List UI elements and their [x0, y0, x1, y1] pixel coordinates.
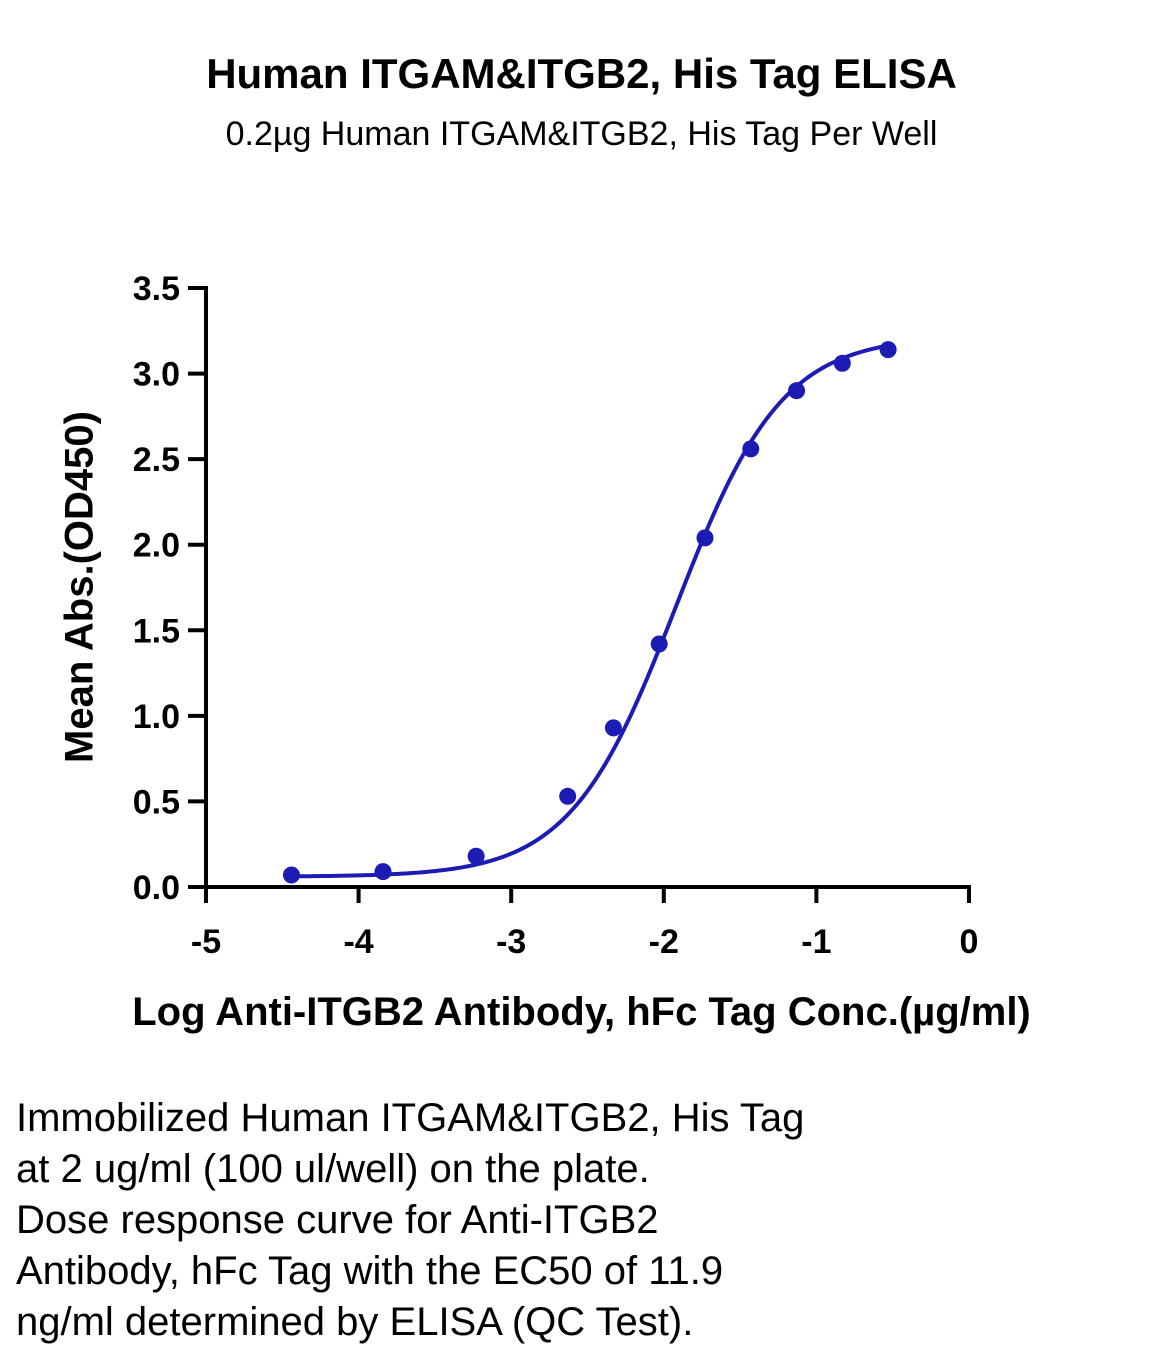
data-point: [788, 382, 806, 400]
caption-line: ng/ml determined by ELISA (QC Test).: [16, 1300, 694, 1344]
y-tick-label: 1.5: [133, 612, 180, 650]
chart-title: Human ITGAM&ITGB2, His Tag ELISA: [206, 50, 957, 97]
data-point: [467, 847, 485, 865]
data-point: [742, 440, 760, 458]
caption-line: at 2 ug/ml (100 ul/well) on the plate.: [16, 1147, 650, 1191]
caption-line: Antibody, hFc Tag with the EC50 of 11.9: [16, 1249, 724, 1293]
y-tick-label: 2.0: [133, 527, 180, 565]
caption-line: Immobilized Human ITGAM&ITGB2, His Tag: [16, 1096, 805, 1140]
data-point: [650, 635, 668, 653]
x-tick-label: -2: [649, 923, 679, 961]
x-tick-label: -5: [191, 923, 221, 961]
caption: Immobilized Human ITGAM&ITGB2, His Tag a…: [16, 1093, 1136, 1348]
x-tick-label: -1: [801, 923, 831, 961]
y-tick-label: 0.0: [133, 869, 180, 907]
x-axis-label: Log Anti-ITGB2 Antibody, hFc Tag Conc.(µ…: [132, 990, 1031, 1034]
data-point: [374, 863, 392, 881]
caption-line: Dose response curve for Anti-ITGB2: [16, 1198, 659, 1242]
data-point: [879, 341, 897, 359]
y-tick-label: 3.0: [133, 356, 180, 394]
y-tick-label: 0.5: [133, 783, 180, 821]
y-tick-label: 2.5: [133, 441, 180, 479]
y-axis-label: Mean Abs.(OD450): [57, 411, 102, 763]
x-tick-label: -4: [343, 923, 373, 961]
y-tick-label: 3.5: [133, 270, 180, 308]
x-tick-label: -3: [496, 923, 526, 961]
data-point: [696, 529, 714, 547]
x-tick-label: 0: [960, 923, 979, 961]
data-point: [604, 719, 622, 737]
data-point: [833, 354, 851, 372]
y-tick-label: 1.0: [133, 698, 180, 736]
fit-curve: [291, 343, 889, 879]
data-point: [559, 787, 577, 805]
chart-subtitle: 0.2µg Human ITGAM&ITGB2, His Tag Per Wel…: [225, 115, 938, 153]
data-point: [282, 866, 300, 884]
